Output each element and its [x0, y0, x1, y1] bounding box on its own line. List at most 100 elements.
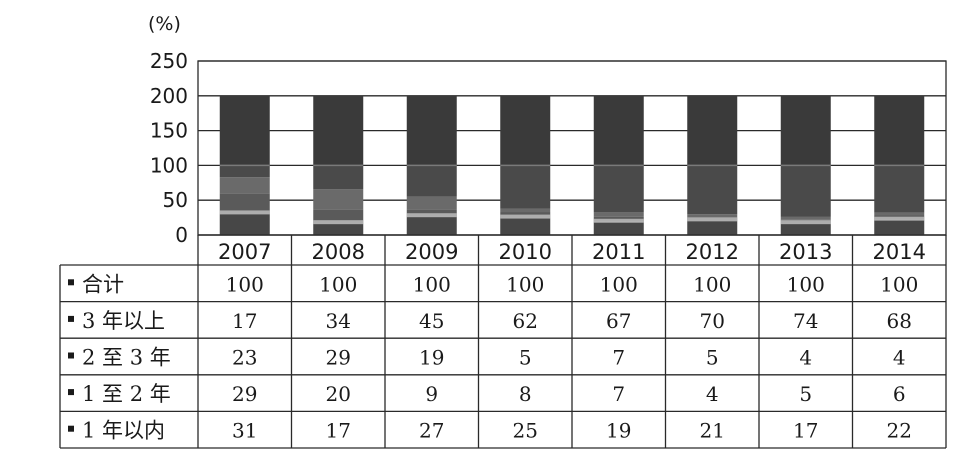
data-label: 19 [606, 419, 631, 443]
bar-segment-2-to-3-years [780, 216, 831, 220]
data-label: 100 [319, 272, 357, 296]
data-label: 21 [700, 419, 725, 443]
data-label: 100 [787, 272, 825, 296]
bar-marker-within-1-year [219, 210, 270, 215]
x-tick-label: 2014 [873, 240, 926, 264]
data-label: 31 [232, 419, 257, 443]
bar-segment-within-1-year [780, 223, 831, 235]
data-label: 17 [232, 309, 257, 333]
data-label: 19 [419, 346, 444, 370]
bar-segment-1-to-2-years [219, 193, 270, 214]
bar-marker-within-1-year [313, 220, 364, 225]
legend-marker [68, 425, 74, 432]
data-label: 100 [413, 272, 451, 296]
data-label: 4 [893, 346, 906, 370]
legend-marker [68, 352, 74, 359]
row-label: 1 至 2 年 [82, 382, 171, 406]
data-label: 8 [519, 382, 532, 406]
bar-segment-within-1-year [219, 213, 270, 235]
x-tick-label: 2011 [592, 240, 645, 264]
bar-segment-total [313, 95, 364, 166]
bar-segment-2-to-3-years [406, 196, 457, 210]
y-tick-label: 50 [163, 188, 188, 212]
y-tick-label: 0 [175, 223, 188, 247]
data-label: 17 [793, 419, 818, 443]
data-label: 9 [425, 382, 438, 406]
row-label: 1 年以内 [82, 419, 165, 443]
bar-segment-within-1-year [313, 223, 364, 235]
data-label: 5 [519, 346, 532, 370]
bar-segment-total [780, 95, 831, 166]
x-tick-label: 2010 [499, 240, 552, 264]
bar-segment-over-3-years [219, 165, 270, 178]
data-label: 100 [600, 272, 638, 296]
data-label: 25 [513, 419, 538, 443]
data-label: 100 [226, 272, 264, 296]
bar-segment-over-3-years [313, 165, 364, 190]
data-label: 5 [799, 382, 812, 406]
x-tick-label: 2009 [405, 240, 458, 264]
bar-segment-total [687, 95, 738, 166]
row-label: 合计 [82, 272, 124, 296]
data-label: 100 [693, 272, 731, 296]
bar-segment-within-1-year [593, 221, 644, 235]
x-tick-label: 2012 [686, 240, 739, 264]
y-tick-label: 100 [150, 153, 188, 177]
data-label: 27 [419, 419, 444, 443]
bar-marker-within-1-year [500, 214, 551, 219]
data-label: 45 [419, 309, 444, 333]
bar-segment-2-to-3-years [687, 214, 738, 218]
bar-segment-total [593, 95, 644, 166]
bar-segment-total [406, 95, 457, 166]
bar-segment-within-1-year [500, 217, 551, 235]
bar-segment-over-3-years [780, 165, 831, 217]
legend-marker [68, 389, 74, 396]
x-tick-label: 2008 [312, 240, 365, 264]
data-label: 4 [706, 382, 719, 406]
bar-segment-total [219, 95, 270, 166]
data-label: 6 [893, 382, 906, 406]
data-label: 7 [612, 382, 625, 406]
bar-segment-over-3-years [874, 165, 925, 213]
plot-frame [197, 60, 947, 236]
legend-marker [68, 279, 74, 286]
unit-label: (%) [148, 13, 181, 35]
bar-segment-1-to-2-years [406, 209, 457, 217]
data-label: 23 [232, 346, 257, 370]
data-label: 4 [799, 346, 812, 370]
data-label: 22 [887, 419, 912, 443]
data-label: 70 [700, 309, 725, 333]
data-label: 20 [326, 382, 351, 406]
data-label: 100 [506, 272, 544, 296]
bar-segment-2-to-3-years [219, 177, 270, 194]
bar-segment-within-1-year [687, 220, 738, 235]
bar-marker-within-1-year [593, 218, 644, 223]
bar-segment-total [500, 95, 551, 166]
row-label: 3 年以上 [82, 309, 165, 333]
y-tick-label: 200 [150, 84, 188, 108]
legend-marker [68, 315, 74, 322]
x-tick-label: 2013 [779, 240, 832, 264]
bar-segment-over-3-years [500, 165, 551, 209]
bar-segment-over-3-years [406, 165, 457, 197]
data-label: 7 [612, 346, 625, 370]
y-tick-label: 150 [150, 119, 188, 143]
bar-segment-within-1-year [406, 216, 457, 235]
x-tick-label: 2007 [218, 240, 271, 264]
bar-segment-1-to-2-years [313, 209, 364, 224]
data-label: 100 [880, 272, 918, 296]
bar-segment-2-to-3-years [313, 189, 364, 210]
row-label: 2 至 3 年 [82, 346, 171, 370]
bar-segment-within-1-year [874, 219, 925, 235]
data-label: 67 [606, 309, 631, 333]
bar-segment-over-3-years [593, 165, 644, 213]
y-tick-label: 250 [150, 49, 188, 73]
bar-segment-total [874, 95, 925, 166]
data-label: 29 [326, 346, 351, 370]
data-label: 5 [706, 346, 719, 370]
bar-marker-within-1-year [874, 216, 925, 221]
data-label: 74 [793, 309, 818, 333]
data-label: 17 [326, 419, 351, 443]
bar-marker-within-1-year [406, 213, 457, 218]
